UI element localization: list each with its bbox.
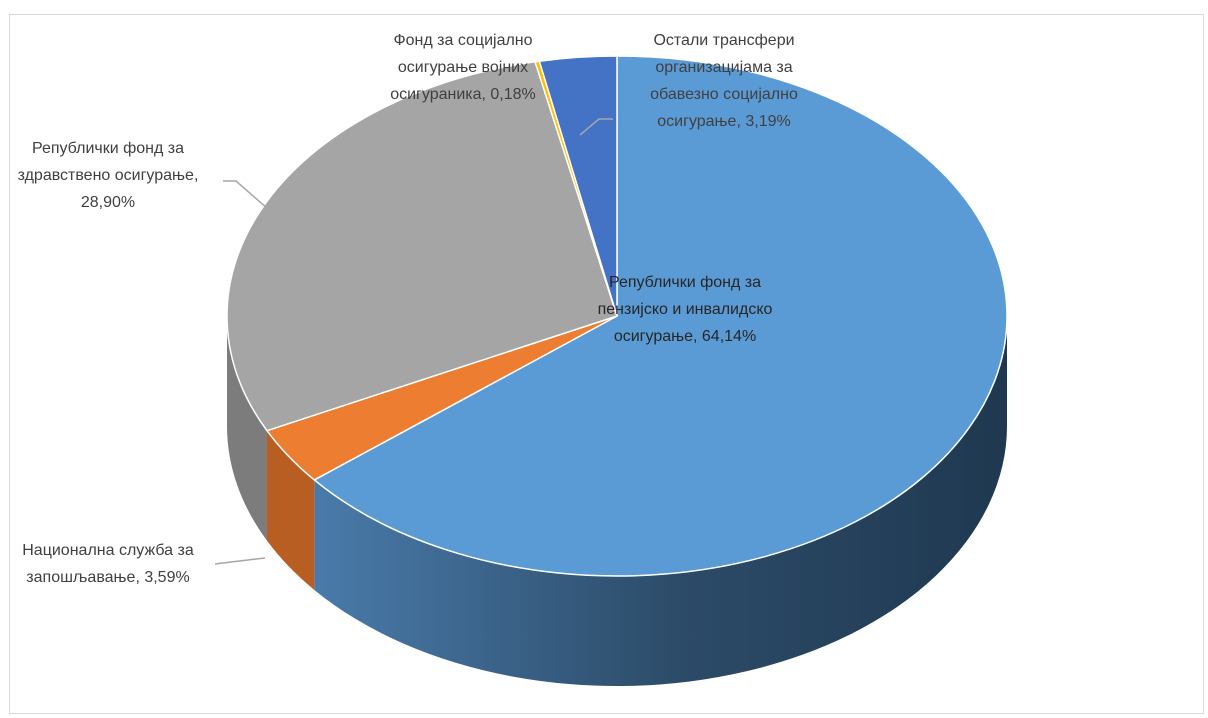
data-labels: Републички фонд за пензијско и инвалидско…	[18, 32, 798, 586]
pie-slice-2	[226, 61, 618, 432]
data-label-line: Национална служба за	[22, 542, 194, 559]
leader-lines	[214, 115, 613, 565]
data-label-line: осигурање војних	[398, 59, 528, 76]
data-label-line: Остали трансфери	[653, 32, 794, 49]
data-label-line: осигурање, 64,14%	[614, 328, 756, 345]
data-label-line: Републички фонд за	[32, 140, 184, 157]
data-label-line: 28,90%	[81, 194, 135, 211]
pie-tops	[226, 55, 1008, 577]
chart-frame: Републички фонд за пензијско и инвалидско…	[9, 14, 1204, 714]
pie-slice-0	[313, 55, 1008, 577]
pie-side-2	[227, 316, 267, 541]
data-label-line: организацијама за	[655, 59, 792, 76]
data-label-line: пензијско и инвалидско	[598, 301, 773, 318]
data-label-line: осигураника, 0,18%	[390, 86, 536, 103]
leader-line-1	[214, 557, 266, 565]
pie-side-0	[314, 316, 1007, 686]
data-label-4: Остали трансфери организацијама за обавезн…	[650, 32, 798, 130]
data-label-line: обавезно социјално	[650, 86, 798, 103]
data-label-1: Национална служба за запошљавање, 3,59%	[22, 542, 194, 586]
data-label-line: здравствено осигурање,	[18, 167, 199, 184]
pie-chart-3d: Републички фонд за пензијско и инвалидско…	[18, 32, 1008, 686]
data-label-line: Републички фонд за	[609, 274, 761, 291]
data-label-line: запошљавање, 3,59%	[26, 569, 189, 586]
leader-line-4	[579, 118, 613, 136]
data-label-3: Фонд за социјално осигурање војних осигура…	[390, 32, 536, 103]
leader-line-2	[223, 180, 293, 231]
leader-line-3	[545, 115, 550, 141]
data-label-line: Фонд за социјално	[393, 32, 532, 49]
data-label-2: Републички фонд за здравствено осигурање,…	[18, 140, 199, 211]
data-label-line: осигурање, 3,19%	[657, 113, 790, 130]
data-label-0: Републички фонд за пензијско и инвалидско…	[598, 274, 773, 345]
